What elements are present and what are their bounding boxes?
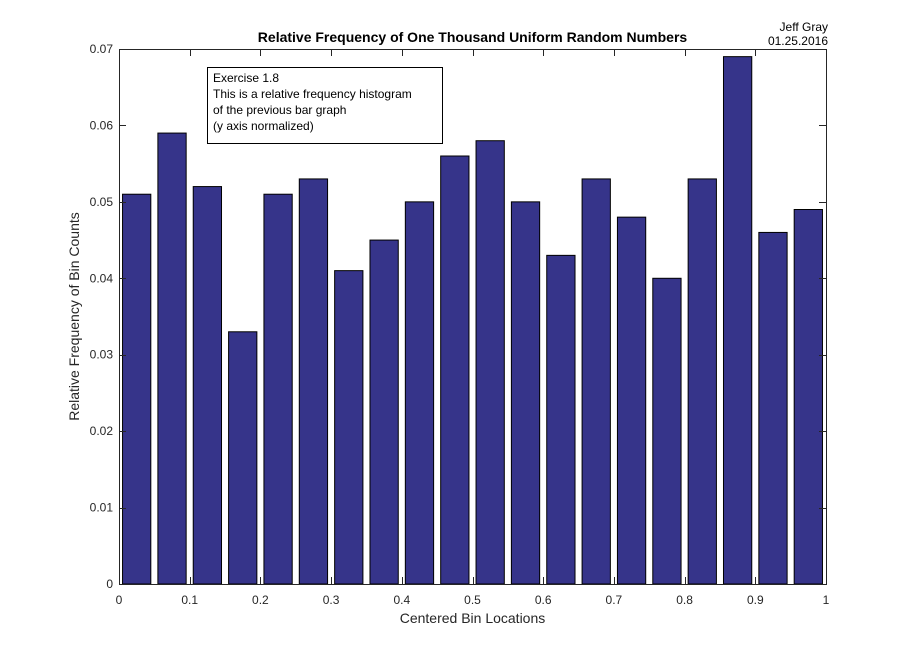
y-tick-label: 0.07 [90,42,114,56]
bar [228,331,258,585]
bar [334,270,364,585]
bar [581,178,611,585]
y-axis-title: Relative Frequency of Bin Counts [66,212,82,421]
y-tick-label: 0.03 [90,348,114,362]
annotation-box: Exercise 1.8 This is a relative frequenc… [207,67,443,144]
x-tick-label: 0.9 [747,593,764,607]
bar [793,209,823,585]
bar [475,140,505,585]
annotation-line: (y axis normalized) [213,119,314,133]
x-tick-label: 1 [823,593,830,607]
bar [722,56,753,585]
bar [758,231,788,585]
bar [192,186,223,585]
bar [298,178,329,585]
annotation-line: of the previous bar graph [213,103,346,117]
annotation-frame [207,67,443,144]
y-tick-label: 0.01 [90,501,114,515]
x-tick-label: 0.5 [464,593,481,607]
x-tick-label: 0.3 [323,593,340,607]
bar [440,155,470,585]
x-tick-label: 0.7 [606,593,623,607]
bar [404,201,435,585]
x-tick-label: 0.4 [393,593,410,607]
x-tick-label: 0 [116,593,123,607]
bars-group [122,56,823,585]
x-tick-label: 0.1 [181,593,198,607]
author-note: Jeff Gray [780,20,828,34]
bar [263,193,293,585]
x-tick-label: 0.2 [252,593,269,607]
date-note: 01.25.2016 [768,34,828,48]
chart-title: Relative Frequency of One Thousand Unifo… [258,29,688,45]
y-tick-label: 0.06 [90,118,114,132]
y-tick-label: 0.02 [90,424,114,438]
y-tick-label: 0 [106,577,113,591]
bar [369,239,399,585]
bar [510,201,541,585]
bar [122,193,152,585]
y-tick-label: 0.04 [90,271,114,285]
x-tick-label: 0.6 [535,593,552,607]
annotation-line: Exercise 1.8 [213,71,279,85]
ticks-group: 0 0.1 0.2 0.3 0.4 0.5 0.6 0.7 0.8 0.9 1 0 0.01 0.02 0.… [90,42,830,607]
bar [157,132,187,585]
bar [652,277,682,585]
x-tick-label: 0.8 [676,593,693,607]
bar [687,178,717,585]
y-tick-label: 0.05 [90,195,114,209]
bar [616,216,647,585]
x-axis-title: Centered Bin Locations [400,610,546,626]
annotation-line: This is a relative frequency histogram [213,87,412,101]
bar [546,254,576,585]
